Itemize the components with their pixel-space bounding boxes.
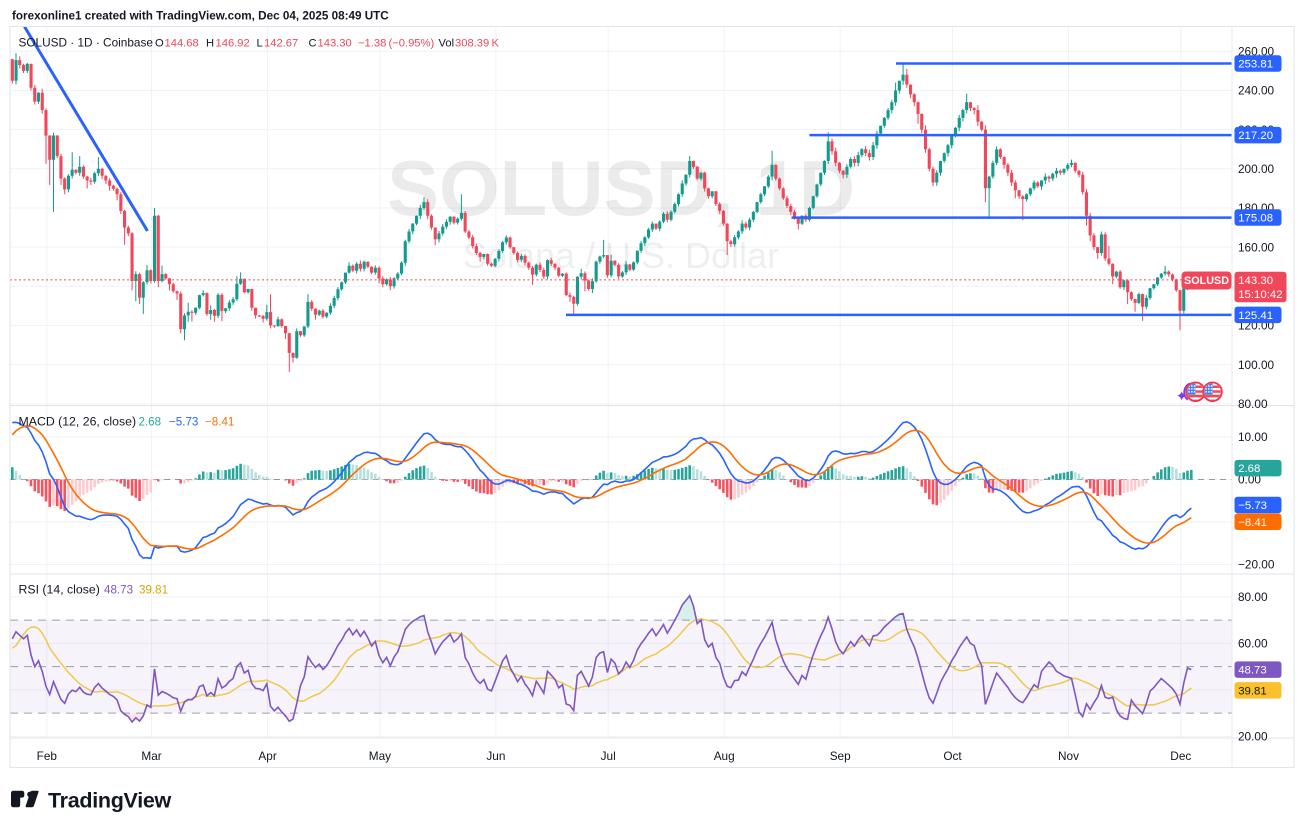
- svg-text:−1.38: −1.38: [358, 38, 386, 50]
- svg-text:Feb: Feb: [37, 749, 58, 763]
- svg-text:SOLUSD · 1D · Coinbase: SOLUSD · 1D · Coinbase: [19, 36, 154, 50]
- svg-text:−8.41: −8.41: [205, 416, 234, 429]
- svg-text:20.00: 20.00: [1238, 730, 1268, 744]
- svg-text:Aug: Aug: [714, 749, 735, 763]
- svg-text:MACD (12, 26, close): MACD (12, 26, close): [19, 415, 137, 429]
- svg-text:Dec: Dec: [1170, 749, 1191, 763]
- svg-text:200.00: 200.00: [1238, 162, 1275, 176]
- svg-text:48.73: 48.73: [1238, 665, 1267, 677]
- svg-text:80.00: 80.00: [1238, 590, 1268, 604]
- svg-text:O: O: [155, 38, 164, 50]
- svg-text:Solana / U.S. Dollar: Solana / U.S. Dollar: [463, 235, 779, 276]
- svg-text:−5.73: −5.73: [169, 416, 198, 429]
- svg-text:forexonline1 created with Trad: forexonline1 created with TradingView.co…: [12, 10, 389, 23]
- svg-text:Jul: Jul: [601, 749, 616, 763]
- svg-text:253.81: 253.81: [1238, 58, 1273, 70]
- svg-text:May: May: [369, 749, 391, 763]
- svg-text:−5.73: −5.73: [1238, 500, 1267, 512]
- svg-text:15:10:42: 15:10:42: [1238, 289, 1282, 301]
- svg-text:144.68: 144.68: [165, 38, 199, 50]
- svg-text:2.68: 2.68: [139, 416, 162, 429]
- svg-text:175.08: 175.08: [1238, 213, 1273, 225]
- svg-text:Sep: Sep: [830, 749, 851, 763]
- svg-text:160.00: 160.00: [1238, 240, 1275, 254]
- svg-text:80.00: 80.00: [1238, 397, 1268, 411]
- svg-text:39.81: 39.81: [139, 583, 168, 596]
- svg-text:TradingView: TradingView: [48, 789, 172, 813]
- svg-text:RSI (14, close): RSI (14, close): [19, 582, 100, 596]
- svg-text:60.00: 60.00: [1238, 637, 1268, 651]
- svg-text:−8.41: −8.41: [1238, 517, 1267, 529]
- svg-text:L: L: [257, 38, 263, 50]
- svg-text:Oct: Oct: [943, 749, 962, 763]
- svg-text:2.68: 2.68: [1238, 463, 1260, 475]
- svg-text:C: C: [309, 38, 317, 50]
- svg-text:(−0.95%): (−0.95%): [389, 38, 435, 50]
- svg-text:39.81: 39.81: [1238, 685, 1267, 697]
- svg-text:308.39 K: 308.39 K: [455, 38, 499, 50]
- svg-text:142.67: 142.67: [264, 38, 298, 50]
- svg-text:Nov: Nov: [1058, 749, 1079, 763]
- svg-text:143.30: 143.30: [318, 38, 352, 50]
- svg-text:146.92: 146.92: [216, 38, 250, 50]
- svg-text:Mar: Mar: [141, 749, 161, 763]
- svg-text:100.00: 100.00: [1238, 358, 1275, 372]
- svg-text:Vol: Vol: [439, 38, 455, 50]
- svg-text:240.00: 240.00: [1238, 84, 1275, 98]
- svg-text:Jun: Jun: [486, 749, 505, 763]
- svg-text:H: H: [206, 38, 214, 50]
- svg-text:Apr: Apr: [258, 749, 276, 763]
- svg-text:48.73: 48.73: [104, 583, 133, 596]
- svg-text:125.41: 125.41: [1238, 310, 1273, 322]
- svg-text:217.20: 217.20: [1238, 130, 1273, 142]
- svg-text:10.00: 10.00: [1238, 430, 1268, 444]
- svg-text:−20.00: −20.00: [1238, 558, 1275, 572]
- svg-text:260.00: 260.00: [1238, 45, 1275, 59]
- svg-text:SOLUSD: SOLUSD: [1184, 275, 1229, 287]
- svg-text:143.30: 143.30: [1238, 275, 1273, 287]
